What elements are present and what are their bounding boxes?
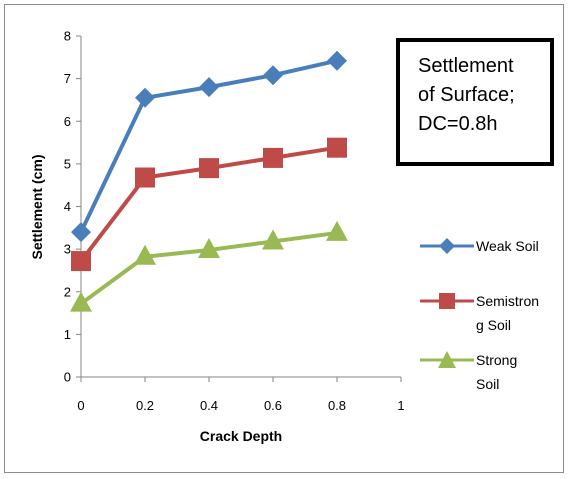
y-tick-label: 2 bbox=[64, 284, 71, 299]
data-point-square bbox=[199, 158, 219, 179]
data-point-square bbox=[135, 167, 155, 188]
x-tick-label: 0 bbox=[77, 398, 84, 413]
annotation-line: Settlement bbox=[418, 55, 514, 77]
x-tick-label: 0.8 bbox=[328, 398, 346, 413]
y-tick-label: 6 bbox=[64, 114, 71, 129]
data-point-triangle bbox=[198, 237, 220, 258]
y-tick-label: 1 bbox=[64, 327, 71, 342]
annotation-line: DC=0.8h bbox=[418, 113, 498, 135]
legend-swatch-weak-soil bbox=[420, 238, 474, 254]
data-point-triangle bbox=[262, 229, 284, 250]
y-tick-label: 7 bbox=[64, 71, 71, 86]
series-0 bbox=[71, 50, 347, 243]
data-point-diamond bbox=[263, 65, 283, 86]
x-tick-label: 0.2 bbox=[136, 398, 154, 413]
y-tick-label: 5 bbox=[64, 156, 71, 171]
legend-swatch-strong-soil bbox=[420, 351, 474, 368]
y-axis-title: Settlement (cm) bbox=[29, 154, 45, 259]
data-point-diamond bbox=[71, 222, 91, 243]
legend-label: Semistron bbox=[476, 293, 540, 309]
data-point-square bbox=[263, 147, 283, 168]
axes: 0 1 2 3 4 5 6 7 8 0 0.2 0.4 0.6 0.8 1 bbox=[64, 29, 405, 414]
data-point-triangle bbox=[134, 244, 156, 265]
annotation-line: of Surface; bbox=[418, 84, 515, 106]
data-point-square bbox=[71, 251, 91, 272]
y-tick-label: 0 bbox=[64, 370, 71, 385]
data-point-triangle bbox=[70, 291, 92, 312]
x-tick-label: 0.6 bbox=[264, 398, 282, 413]
data-point-triangle bbox=[326, 220, 348, 241]
series-1 bbox=[71, 137, 347, 272]
data-point-diamond bbox=[199, 77, 219, 98]
y-tick-label: 3 bbox=[64, 242, 71, 257]
series-layer bbox=[70, 50, 348, 312]
annotation-box: Settlement of Surface; DC=0.8h bbox=[396, 38, 554, 166]
x-tick-label: 0.4 bbox=[200, 398, 218, 413]
y-tick-label: 8 bbox=[64, 29, 71, 44]
legend-label: Strong bbox=[476, 352, 518, 368]
series-2 bbox=[70, 220, 348, 312]
legend-label: Soil bbox=[476, 376, 500, 392]
data-point-diamond bbox=[135, 87, 155, 108]
data-point-diamond bbox=[327, 50, 347, 71]
legend-label: g Soil bbox=[476, 317, 512, 333]
y-tick-label: 4 bbox=[64, 199, 71, 214]
legend-swatch-semistrong-soil bbox=[420, 293, 474, 309]
legend-label: Weak Soil bbox=[476, 238, 539, 254]
x-axis-title: Crack Depth bbox=[200, 428, 282, 444]
data-point-square bbox=[327, 137, 347, 158]
x-tick-label: 1 bbox=[397, 398, 404, 413]
